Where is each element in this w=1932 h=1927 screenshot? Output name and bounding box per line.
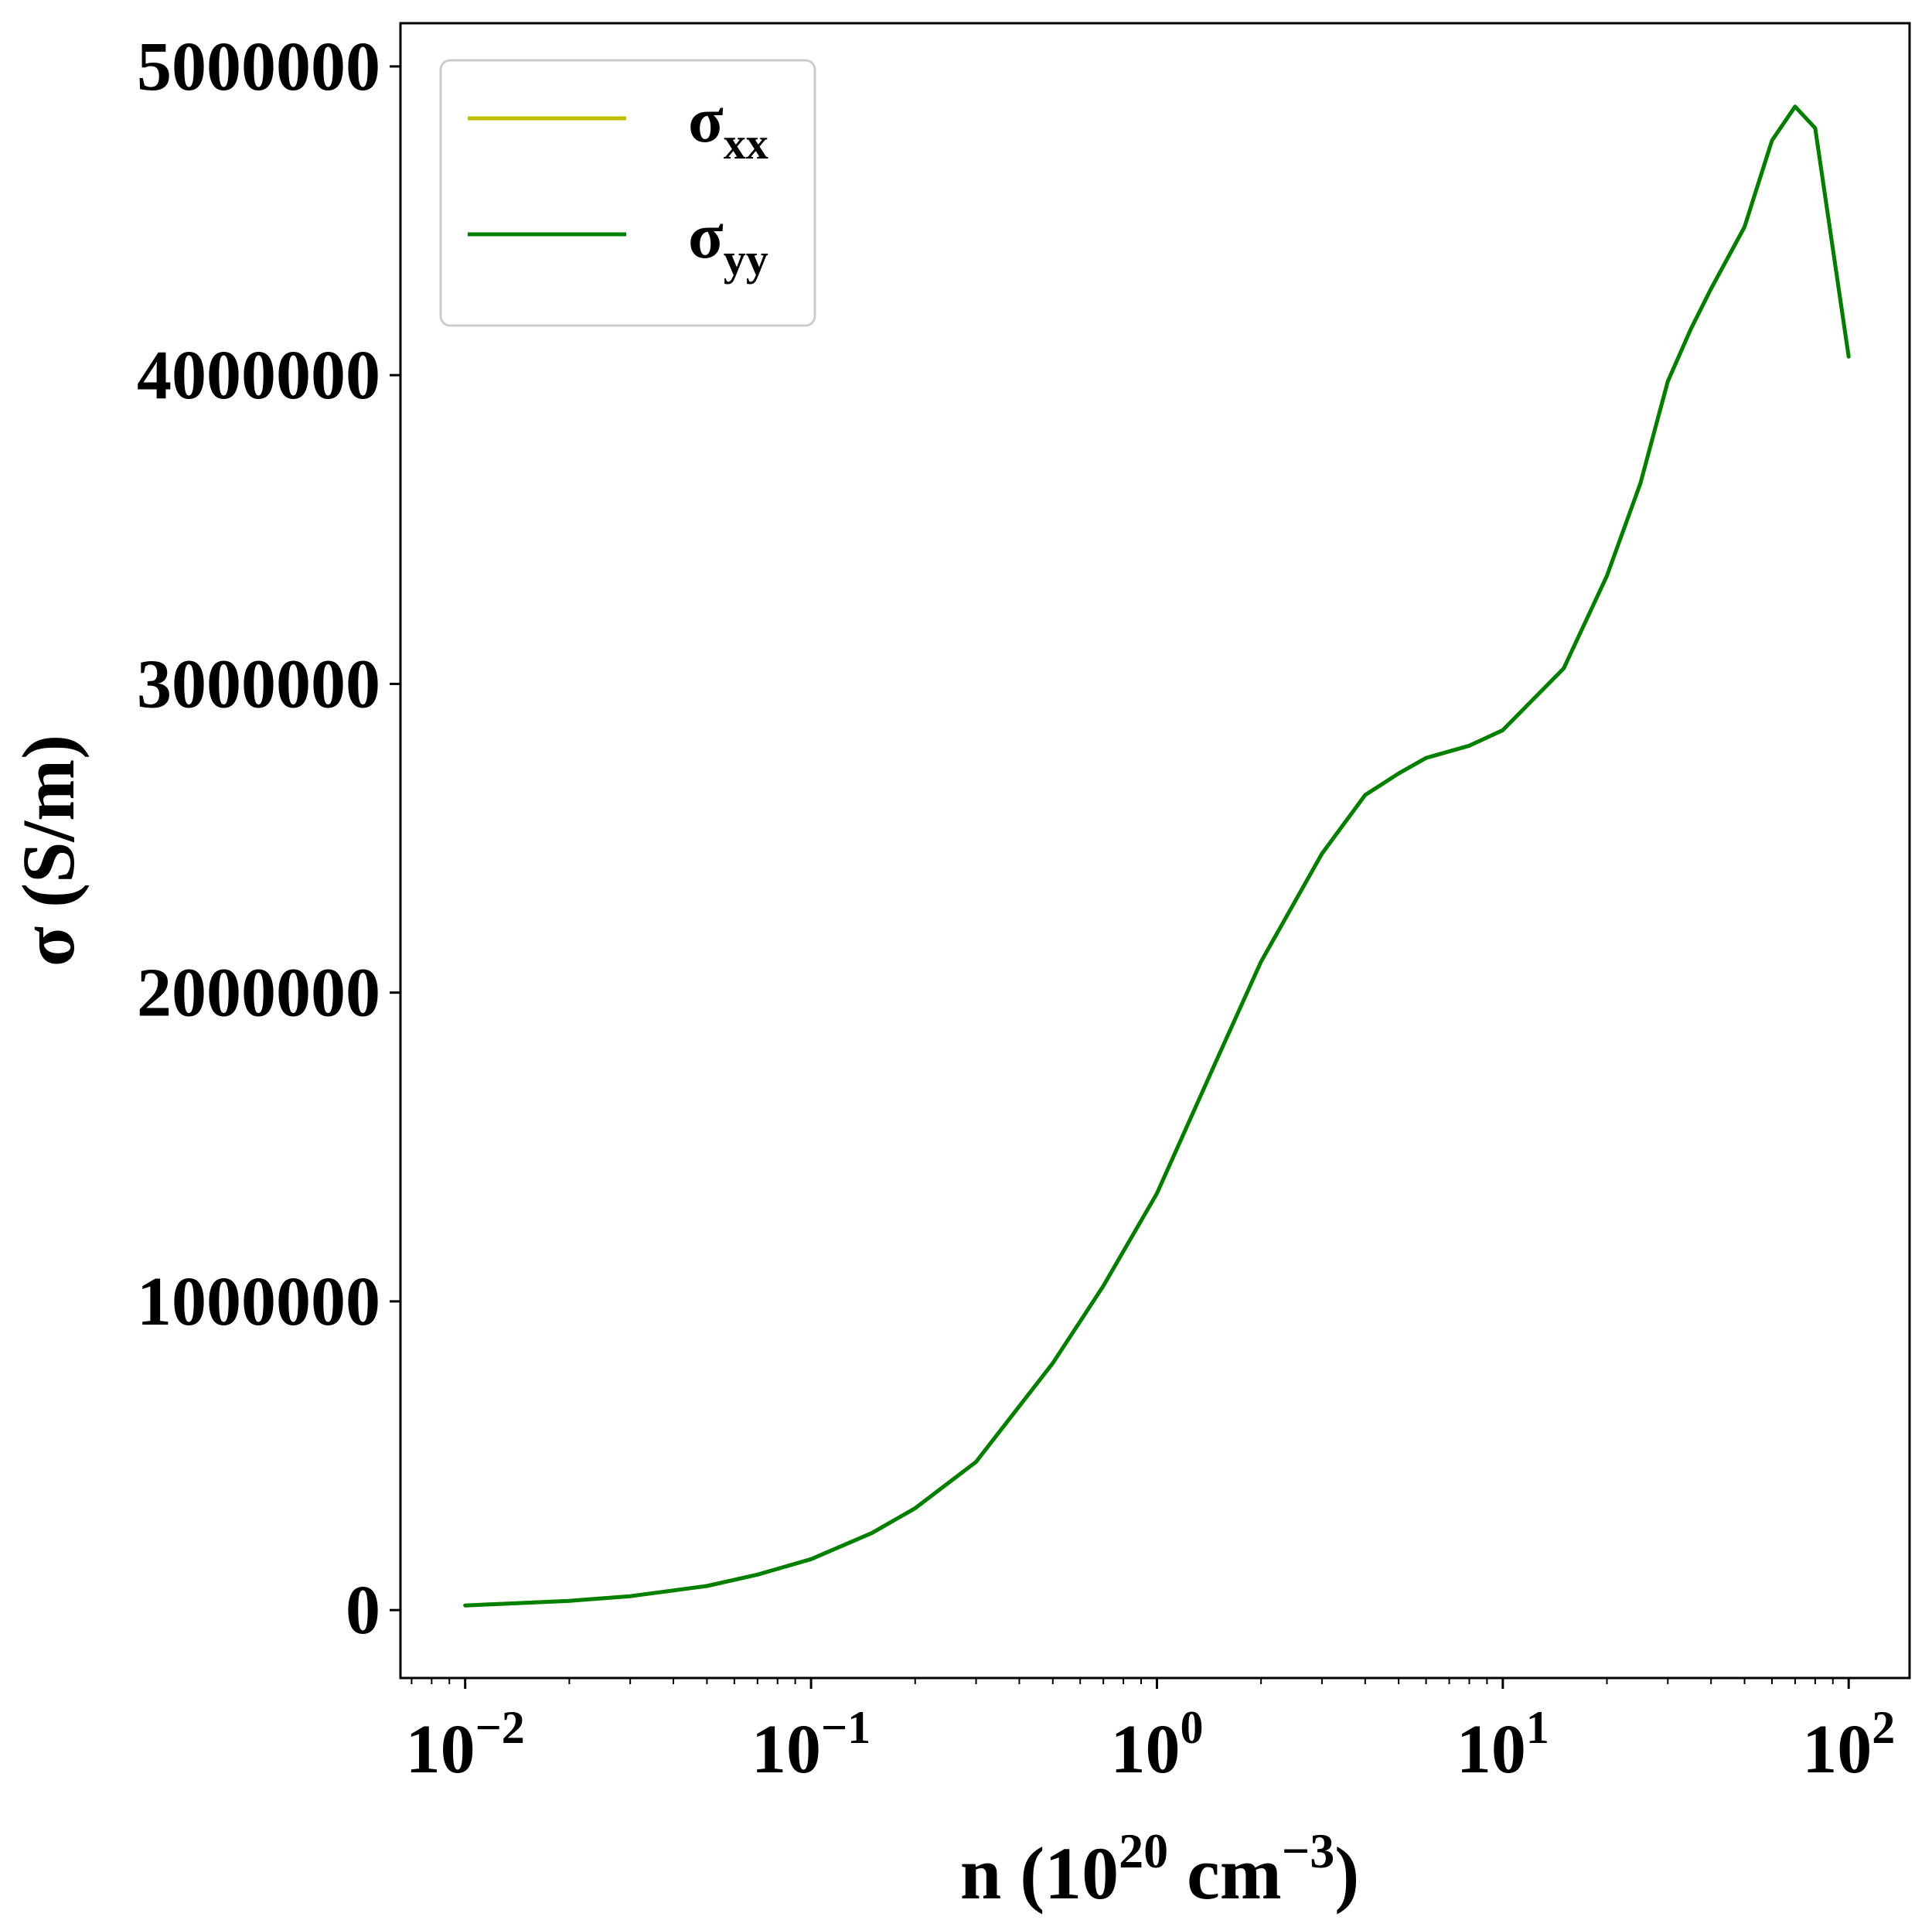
x-axis-label-exp2: −3	[1282, 1823, 1334, 1878]
y-tick-label: 4000000	[137, 337, 380, 414]
x-axis-label: n (1020 cm−3)	[960, 1823, 1359, 1915]
series-layer	[463, 104, 1851, 1608]
x-axis-ticks: 10−2 10−1 100 101 102	[406, 1678, 1895, 1788]
x-axis-label-exp1: 20	[1119, 1823, 1168, 1878]
legend-label-xx-sub: xx	[724, 118, 768, 169]
x-tick-label: 100	[1110, 1702, 1203, 1788]
legend-box	[439, 59, 816, 327]
x-tick-label: 10−1	[751, 1702, 871, 1788]
y-tick-label: 1000000	[137, 1264, 380, 1340]
legend-label-xx: σxx	[688, 84, 768, 169]
x-axis-label-mid: cm	[1168, 1832, 1282, 1915]
legend-label-yy-sub: yy	[724, 234, 768, 285]
y-axis-label: σ (S/m)	[7, 735, 90, 967]
x-tick-label: 102	[1802, 1702, 1895, 1788]
legend-label-yy-symbol: σ	[688, 200, 724, 272]
y-tick-label: 3000000	[137, 646, 380, 722]
x-axis-label-base: n (10	[960, 1832, 1119, 1915]
legend-label-yy: σyy	[688, 200, 768, 285]
y-axis-ticks: 0 1000000 2000000 3000000 4000000 5000000	[137, 29, 400, 1649]
legend-label-xx-symbol: σ	[688, 84, 724, 156]
x-axis-label-end: )	[1334, 1832, 1359, 1915]
y-tick-label: 0	[346, 1572, 380, 1649]
series-line-yy	[463, 104, 1851, 1608]
plot-area-frame	[399, 22, 1911, 1680]
y-tick-label: 2000000	[137, 955, 380, 1032]
x-tick-label: 101	[1457, 1702, 1549, 1788]
legend: σxx σyy	[439, 59, 816, 327]
y-tick-label: 5000000	[137, 29, 380, 105]
x-tick-label: 10−2	[406, 1702, 525, 1788]
